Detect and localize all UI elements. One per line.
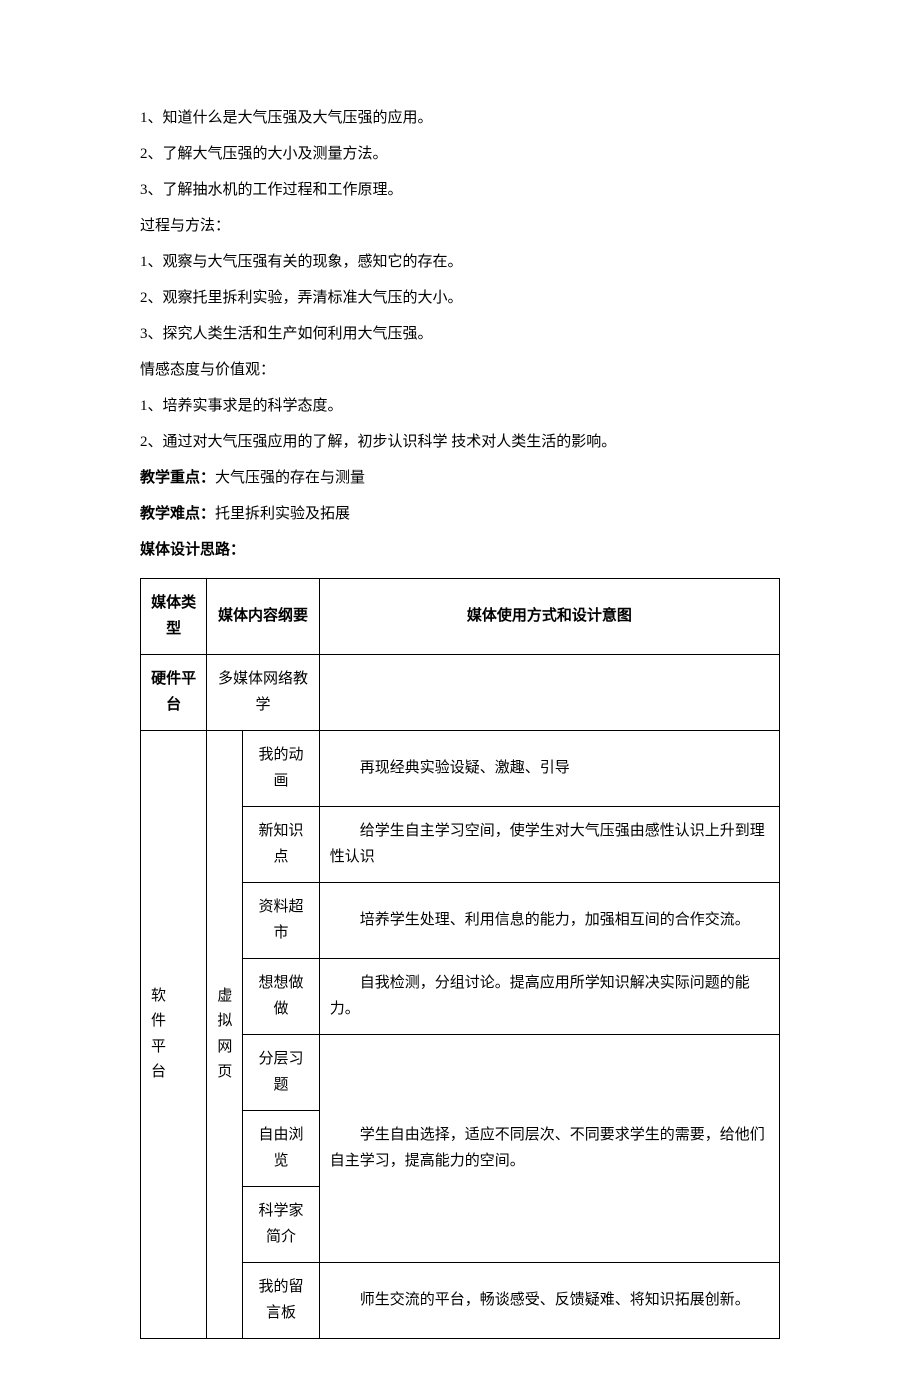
content-cell: 我的动画 [243,731,319,807]
header-media-content: 媒体内容纲要 [207,579,319,655]
virtual-web-cell: 虚 拟 网 页 [207,731,243,1339]
content-cell: 科学家简介 [243,1187,319,1263]
header-media-usage: 媒体使用方式和设计意图 [319,579,779,655]
emotion-item-1: 1、培养实事求是的科学态度。 [140,388,780,424]
knowledge-item-2: 2、了解大气压强的大小及测量方法。 [140,136,780,172]
virtual-char-3: 页 [217,1064,232,1080]
process-item-3: 3、探究人类生活和生产如何利用大气压强。 [140,316,780,352]
table-row: 硬件平台 多媒体网络教学 [141,655,780,731]
software-char-2: 平 [151,1039,166,1055]
software-char-3: 台 [151,1064,166,1080]
teaching-keypoint: 教学重点：大气压强的存在与测量 [140,460,780,496]
emotion-value-heading: 情感态度与价值观： [140,352,780,388]
desc-cell: 给学生自主学习空间，使学生对大气压强由感性认识上升到理性认识 [319,807,779,883]
keypoint-label: 教学重点： [140,470,215,486]
media-design-table: 媒体类型 媒体内容纲要 媒体使用方式和设计意图 硬件平台 多媒体网络教学 软 件… [140,578,780,1339]
virtual-char-2: 网 [217,1039,232,1055]
content-cell: 我的留言板 [243,1263,319,1339]
content-cell: 资料超市 [243,883,319,959]
hardware-content-cell: 多媒体网络教学 [207,655,319,731]
knowledge-item-3: 3、了解抽水机的工作过程和工作原理。 [140,172,780,208]
teaching-difficulty: 教学难点：托里拆利实验及拓展 [140,496,780,532]
table-row: 软 件 平 台 虚 拟 网 页 我的动画 再现经典实验设疑、激趣、引导 [141,731,780,807]
content-cell: 想想做做 [243,959,319,1035]
hardware-type-cell: 硬件平台 [141,655,207,731]
process-method-heading: 过程与方法： [140,208,780,244]
hardware-desc-cell [319,655,779,731]
header-media-type: 媒体类型 [141,579,207,655]
virtual-char-0: 虚 [217,988,232,1004]
process-item-2: 2、观察托里拆利实验，弄清标准大气压的大小。 [140,280,780,316]
desc-cell: 再现经典实验设疑、激趣、引导 [319,731,779,807]
emotion-item-2: 2、通过对大气压强应用的了解，初步认识科学 技术对人类生活的影响。 [140,424,780,460]
document-page: 1、知道什么是大气压强及大气压强的应用。 2、了解大气压强的大小及测量方法。 3… [0,0,920,1399]
content-cell: 自由浏览 [243,1111,319,1187]
content-cell: 分层习题 [243,1035,319,1111]
software-char-1: 件 [151,1013,166,1029]
desc-cell: 自我检测，分组讨论。提高应用所学知识解决实际问题的能力。 [319,959,779,1035]
software-char-0: 软 [151,988,166,1004]
virtual-char-1: 拟 [217,1013,232,1029]
desc-cell: 师生交流的平台，畅谈感受、反馈疑难、将知识拓展创新。 [319,1263,779,1339]
process-item-1: 1、观察与大气压强有关的现象，感知它的存在。 [140,244,780,280]
desc-cell-merged: 学生自由选择，适应不同层次、不同要求学生的需要，给他们自主学习，提高能力的空间。 [319,1035,779,1263]
desc-cell: 培养学生处理、利用信息的能力，加强相互间的合作交流。 [319,883,779,959]
difficult-text: 托里拆利实验及拓展 [215,506,350,522]
content-cell: 新知识点 [243,807,319,883]
software-platform-cell: 软 件 平 台 [141,731,207,1339]
difficult-label: 教学难点： [140,506,215,522]
media-design-heading: 媒体设计思路： [140,532,780,568]
table-header-row: 媒体类型 媒体内容纲要 媒体使用方式和设计意图 [141,579,780,655]
knowledge-item-1: 1、知道什么是大气压强及大气压强的应用。 [140,100,780,136]
keypoint-text: 大气压强的存在与测量 [215,470,365,486]
